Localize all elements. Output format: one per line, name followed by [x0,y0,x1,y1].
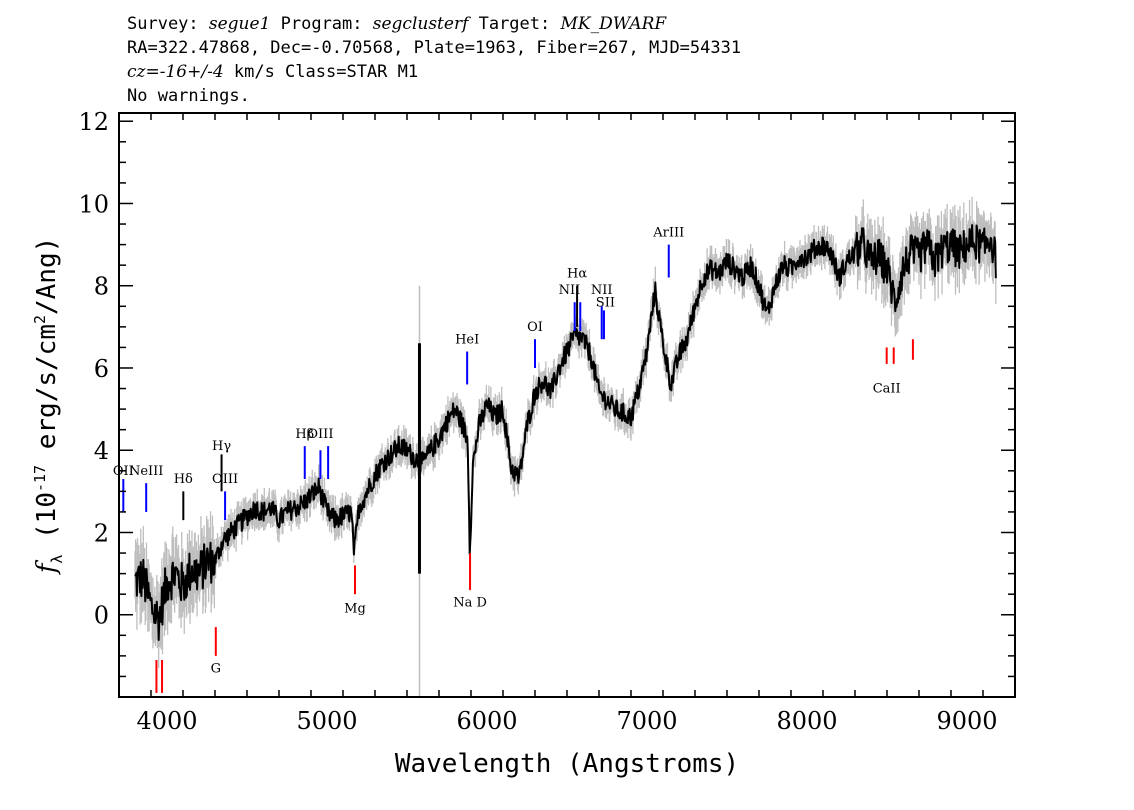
program-value: segclusterf [372,14,469,34]
x-tick-label: 6000 [456,707,517,735]
line-label-ariii: ArIII [652,225,684,240]
x-axis-label: Wavelength (Angstroms) [395,749,739,779]
y-tick-label: 8 [94,273,109,301]
line-label-hγ: Hγ [212,439,231,454]
y-tick-label: 10 [78,190,109,218]
line-label-g: G [211,661,221,676]
line-label-na d: Na D [453,596,487,611]
x-tick-label: 5000 [296,707,357,735]
line-label-neiii: NeIII [129,464,163,479]
target-prefix: Target: [468,14,561,34]
line-label-nii: NII [559,283,581,298]
header-line-coordinates: RA=322.47868, Dec=-0.70568, Plate=1963, … [127,38,742,58]
target-value: MK_DWARF [560,14,667,34]
line-label-hα: Hα [567,267,587,282]
x-tick-label: 4000 [136,707,197,735]
x-tick-label: 9000 [936,707,997,735]
line-label-nii: NII [591,283,613,298]
y-tick-label: 2 [94,519,109,547]
header-line-warnings: No warnings. [127,86,250,106]
line-label-oi: OI [527,320,543,335]
class-text: km/s Class=STAR M1 [223,62,419,82]
line-label-caii: CaII [873,382,901,397]
y-tick-label: 0 [94,602,109,630]
line-label-oiii: OIII [212,472,238,487]
header-line-redshift: cz=-16+/-4 km/s Class=STAR M1 [127,60,741,84]
spectral-line-markers: OIINeIIIHδHγOIIIHβOIIIHeIOINIIHαNIISIIAr… [113,225,914,693]
line-label-mg: Mg [344,602,366,617]
survey-value: segue1 [208,14,271,34]
y-tick-label: 4 [94,437,109,465]
line-label-sii: SII [596,295,615,310]
line-label-hei: HeI [455,332,479,347]
spectrum-header: Survey: segue1 Program: segclusterf Targ… [127,12,741,108]
survey-prefix: Survey: [127,14,209,34]
y-axis-label: fλ (10-17 erg/s/cm2/Ang) [31,237,66,576]
program-prefix: Program: [270,14,373,34]
x-tick-label: 7000 [616,707,677,735]
x-tick-label: 8000 [776,707,837,735]
y-tick-label: 12 [78,108,109,136]
plot-frame [118,112,1016,698]
line-label-hβ: Hβ [295,427,314,442]
error-band [134,196,997,697]
y-tick-label: 6 [94,355,109,383]
axis-ticks: 4000 5000 6000 7000 8000 9000 0 2 4 6 8 10 12 [78,108,1016,735]
line-label-oiii: OIII [307,427,333,442]
line-label-hδ: Hδ [174,472,193,487]
header-line-survey: Survey: segue1 Program: segclusterf Targ… [127,12,741,36]
flux-series-line [134,224,997,641]
redshift-value: cz=-16+/-4 [127,62,224,82]
